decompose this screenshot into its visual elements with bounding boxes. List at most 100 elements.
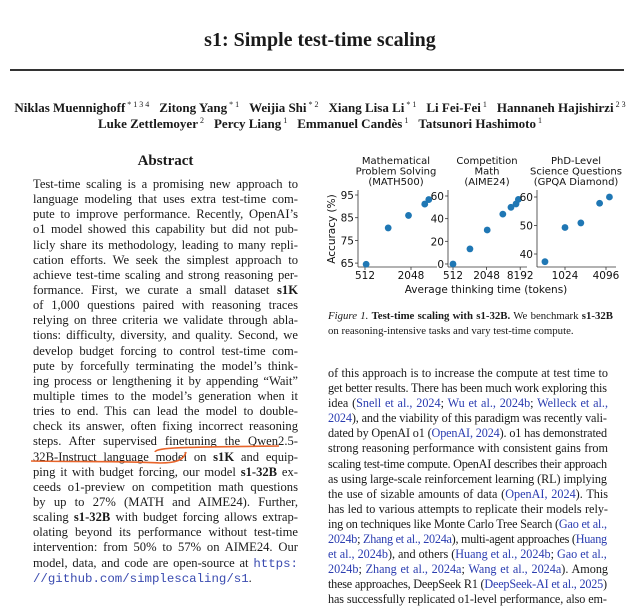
- text-span: ). o1 has demonstrated: [499, 426, 607, 441]
- text-line: idea (Snell et al., 2024; Wu et al., 202…: [328, 396, 608, 411]
- citation-link[interactable]: DeepSeek-AI et al., 2025: [484, 577, 604, 592]
- text-line: et al., 2024b), and others (Huang et al.…: [328, 547, 608, 562]
- citation-link[interactable]: Welleck et al.,: [537, 396, 608, 411]
- citation-link[interactable]: OpenAI, 2024: [505, 486, 576, 501]
- caption-text: on reasoning-intensive tasks and vary te…: [328, 325, 574, 337]
- figure-caption: Figure 1. Test-time scaling with s1-32B.…: [328, 309, 613, 339]
- citation-link[interactable]: Wang et al., 2024a: [468, 562, 562, 577]
- author-affiliation: 2: [199, 116, 204, 125]
- caption-model: s1-32B: [581, 310, 613, 322]
- x-tick-label: 2048: [473, 270, 500, 282]
- text-line: multiple times to the model’s generation…: [33, 389, 298, 404]
- author: Li Fei-Fei 1: [426, 100, 487, 115]
- text-span: ). This: [575, 486, 608, 501]
- text-span: of this approach is to increase the comp…: [328, 366, 608, 380]
- text-line: model, data, and code are open-source at…: [33, 556, 298, 571]
- data-point: [499, 210, 507, 218]
- panel-title: Math: [474, 167, 499, 178]
- text-span: pute to improve performance. Recently, O…: [33, 207, 298, 222]
- x-tick-label: 8192: [507, 270, 534, 282]
- y-tick-label: 60: [431, 191, 444, 203]
- citation-link[interactable]: Huang et al., 2024b: [455, 547, 551, 562]
- text-span: has led to various attempts to replicate…: [328, 501, 608, 516]
- citation-link[interactable]: Snell et al., 2024: [356, 396, 441, 411]
- author: Percy Liang 1: [214, 116, 287, 131]
- author-affiliation: 1: [404, 116, 409, 125]
- x-tick-label: 4096: [593, 270, 620, 282]
- author: Zitong Yang * 1: [159, 100, 239, 115]
- citation-link[interactable]: 2024: [328, 411, 352, 426]
- data-point: [362, 260, 370, 268]
- text-span: o1 model showed this capability but did …: [33, 222, 298, 237]
- author: Niklas Muennighoff * 1 3 4: [14, 100, 149, 115]
- caption-line: Figure 1. Test-time scaling with s1-32B.…: [328, 309, 613, 324]
- text-span: scaling: [33, 510, 74, 525]
- text-line: intervention: from 50% to 57% on AIME24.…: [33, 540, 298, 555]
- panel-title: Science Questions: [530, 167, 622, 178]
- text-line: by up to 27% (MATH and AIME24). Further,: [33, 495, 298, 510]
- panel-title: (MATH500): [368, 177, 423, 188]
- citation-link[interactable]: Gao et al.,: [556, 547, 607, 562]
- text-line: 2024b; Zhang et al., 2024a; Wang et al.,…: [328, 562, 608, 577]
- text-line: tries to end. This can lead the model to…: [33, 404, 298, 419]
- text-line: these approaches, DeepSeek R1 (DeepSeek-…: [328, 577, 608, 592]
- text-span: intervention: from 50% to 57% on AIME24.…: [33, 540, 298, 555]
- y-axis-label: Accuracy (%): [326, 194, 338, 263]
- author-list: Luke Zettlemoyer 2 Percy Liang 1 Emmanuel Ca…: [0, 113, 640, 132]
- citation-link[interactable]: Gao et al.,: [558, 516, 607, 531]
- github-link[interactable]: https:: [253, 556, 298, 571]
- data-point: [507, 203, 515, 211]
- text-span: licly share its methodology, leading to …: [33, 237, 298, 252]
- x-tick-label: 512: [355, 270, 375, 282]
- panel-title: (GPQA Diamond): [534, 177, 619, 188]
- text-span: check its answer, often fixing incorrect…: [33, 419, 298, 434]
- text-span: model, data, and code are open-source at: [33, 555, 254, 570]
- author: Xiang Lisa Li * 1: [329, 100, 417, 115]
- citation-link[interactable]: Wu et al., 2024b: [447, 396, 531, 411]
- author: Hannaneh Hajishirzi 2 3: [497, 100, 626, 115]
- panel-title: Problem Solving: [356, 167, 437, 178]
- data-point: [425, 196, 433, 203]
- panel-title: PhD-Level: [551, 156, 601, 167]
- text-line: olating beyond its performance without t…: [33, 525, 298, 540]
- author-name: Niklas Muennighoff: [14, 100, 126, 116]
- text-span: and equip-: [234, 449, 298, 464]
- text-line: the use of sizable amounts of data (Open…: [328, 487, 608, 502]
- citation-link[interactable]: 2024b: [328, 532, 358, 547]
- text-span: by up to 27% (MATH and AIME24). Further,: [33, 494, 298, 509]
- text-span: .: [248, 570, 252, 585]
- text-span: of 1,000 questions paired with reasoning…: [33, 298, 298, 313]
- bold-term: s1-32B: [73, 510, 111, 525]
- github-link[interactable]: //github.com/simplescaling/s1: [33, 571, 249, 586]
- citation-link[interactable]: 2024b: [328, 562, 359, 577]
- text-span: ), and others (: [387, 547, 456, 562]
- citation-link[interactable]: Huang: [575, 532, 607, 547]
- citation-link[interactable]: Zhang et al., 2024a: [365, 562, 462, 577]
- text-span: olating beyond its performance without t…: [33, 525, 298, 540]
- text-line: develop budget forcing to control test-t…: [33, 344, 298, 359]
- author: Emmanuel Candès 1: [297, 116, 408, 131]
- citation-link[interactable]: Zhang et al., 2024a: [363, 532, 452, 547]
- author-affiliation: 2 3: [615, 100, 626, 109]
- x-tick-label: 512: [443, 270, 463, 282]
- text-line: Test-time scaling is a promising new app…: [33, 177, 298, 192]
- citation-link[interactable]: OpenAI, 2024: [431, 426, 500, 441]
- text-span: formance. First, we curate a small datas…: [33, 282, 277, 297]
- author-name: Luke Zettlemoyer: [97, 116, 198, 132]
- text-span: multiple times to the model’s generation…: [33, 388, 298, 403]
- text-span: get better results. There has been much …: [328, 381, 607, 396]
- author-affiliation: 1: [538, 116, 543, 125]
- text-span: ): [603, 577, 607, 592]
- author-affiliation: * 2: [308, 100, 319, 109]
- citation-link[interactable]: et al., 2024b: [328, 547, 388, 562]
- data-point: [541, 258, 549, 266]
- text-span: achieve test-time scaling and strong rea…: [33, 267, 298, 282]
- caption-line: on reasoning-intensive tasks and vary te…: [328, 324, 613, 339]
- text-line: cation efforts. We seek the simplest app…: [33, 253, 298, 268]
- text-span: ping it with budget forcing, our model: [33, 464, 241, 479]
- caption-label: Figure 1.: [328, 310, 369, 322]
- bold-term: s1K: [213, 449, 235, 464]
- author-affiliation: * 1: [229, 100, 240, 109]
- author: Tatsunori Hashimoto 1: [418, 116, 542, 131]
- text-line: licly share its methodology, leading to …: [33, 238, 298, 253]
